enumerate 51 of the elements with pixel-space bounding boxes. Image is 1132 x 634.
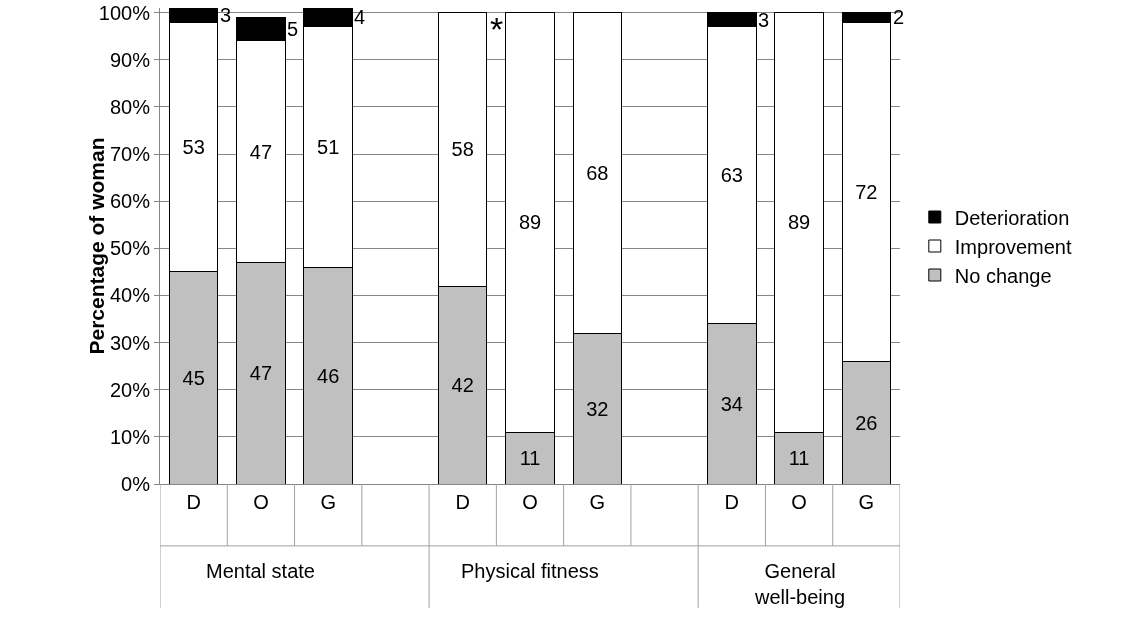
data-label: 89 — [787, 211, 811, 234]
data-label: 26 — [855, 411, 878, 434]
y-tick-label: 100% — [98, 1, 151, 24]
data-label: 68 — [586, 161, 609, 184]
data-label: 3 — [758, 9, 770, 31]
data-label: 72 — [855, 180, 878, 203]
text: General well-being — [754, 560, 846, 608]
annotation: * — [490, 10, 504, 48]
data-label: 53 — [182, 136, 205, 159]
x-tick-label: O — [522, 491, 538, 513]
x-tick-label: D — [186, 491, 201, 513]
data-label: 3 — [220, 4, 232, 26]
data-label: 11 — [519, 447, 541, 470]
y-axis-title: Percentage of woman — [84, 137, 108, 355]
data-label: 63 — [720, 164, 743, 187]
data-label: 89 — [518, 211, 542, 234]
legend-label: Improvement — [954, 235, 1072, 258]
data-label: 2 — [893, 6, 905, 28]
data-label: 11 — [788, 447, 810, 470]
y-tick-label: 60% — [109, 190, 151, 213]
x-tick-label: D — [724, 491, 740, 513]
y-tick-label: 70% — [109, 143, 151, 166]
data-label: 58 — [451, 138, 474, 161]
y-tick-label: 20% — [109, 378, 151, 401]
legend-label: No change — [954, 264, 1052, 287]
legend-label: Deterioration — [954, 206, 1070, 229]
y-tick-label: 40% — [109, 284, 151, 307]
y-tick-label: 80% — [109, 95, 151, 118]
y-tick-label: 30% — [109, 331, 151, 354]
y-tick-label: 0% — [121, 473, 151, 495]
y-tick-label: 50% — [109, 237, 151, 260]
x-tick-label: O — [253, 491, 269, 513]
data-label: 32 — [586, 397, 609, 420]
data-label: 5 — [287, 18, 299, 40]
x-tick-label: D — [455, 491, 470, 513]
data-label: 4 — [354, 6, 366, 28]
data-label: 47 — [249, 140, 273, 163]
x-tick-label: G — [858, 491, 875, 513]
data-label: 45 — [182, 366, 205, 389]
data-label: 42 — [451, 374, 474, 397]
data-label: 51 — [317, 136, 340, 159]
x-tick-label: O — [791, 491, 807, 513]
y-tick-label: 10% — [109, 425, 151, 448]
y-tick-label: 90% — [109, 48, 151, 71]
x-tick-label: G — [589, 491, 606, 513]
text: Physical fitness — [461, 560, 599, 582]
data-label: 47 — [249, 362, 273, 385]
text: Mental state — [206, 560, 315, 582]
data-label: 34 — [720, 392, 743, 415]
data-label: 46 — [317, 364, 340, 387]
x-tick-label: G — [320, 491, 336, 513]
